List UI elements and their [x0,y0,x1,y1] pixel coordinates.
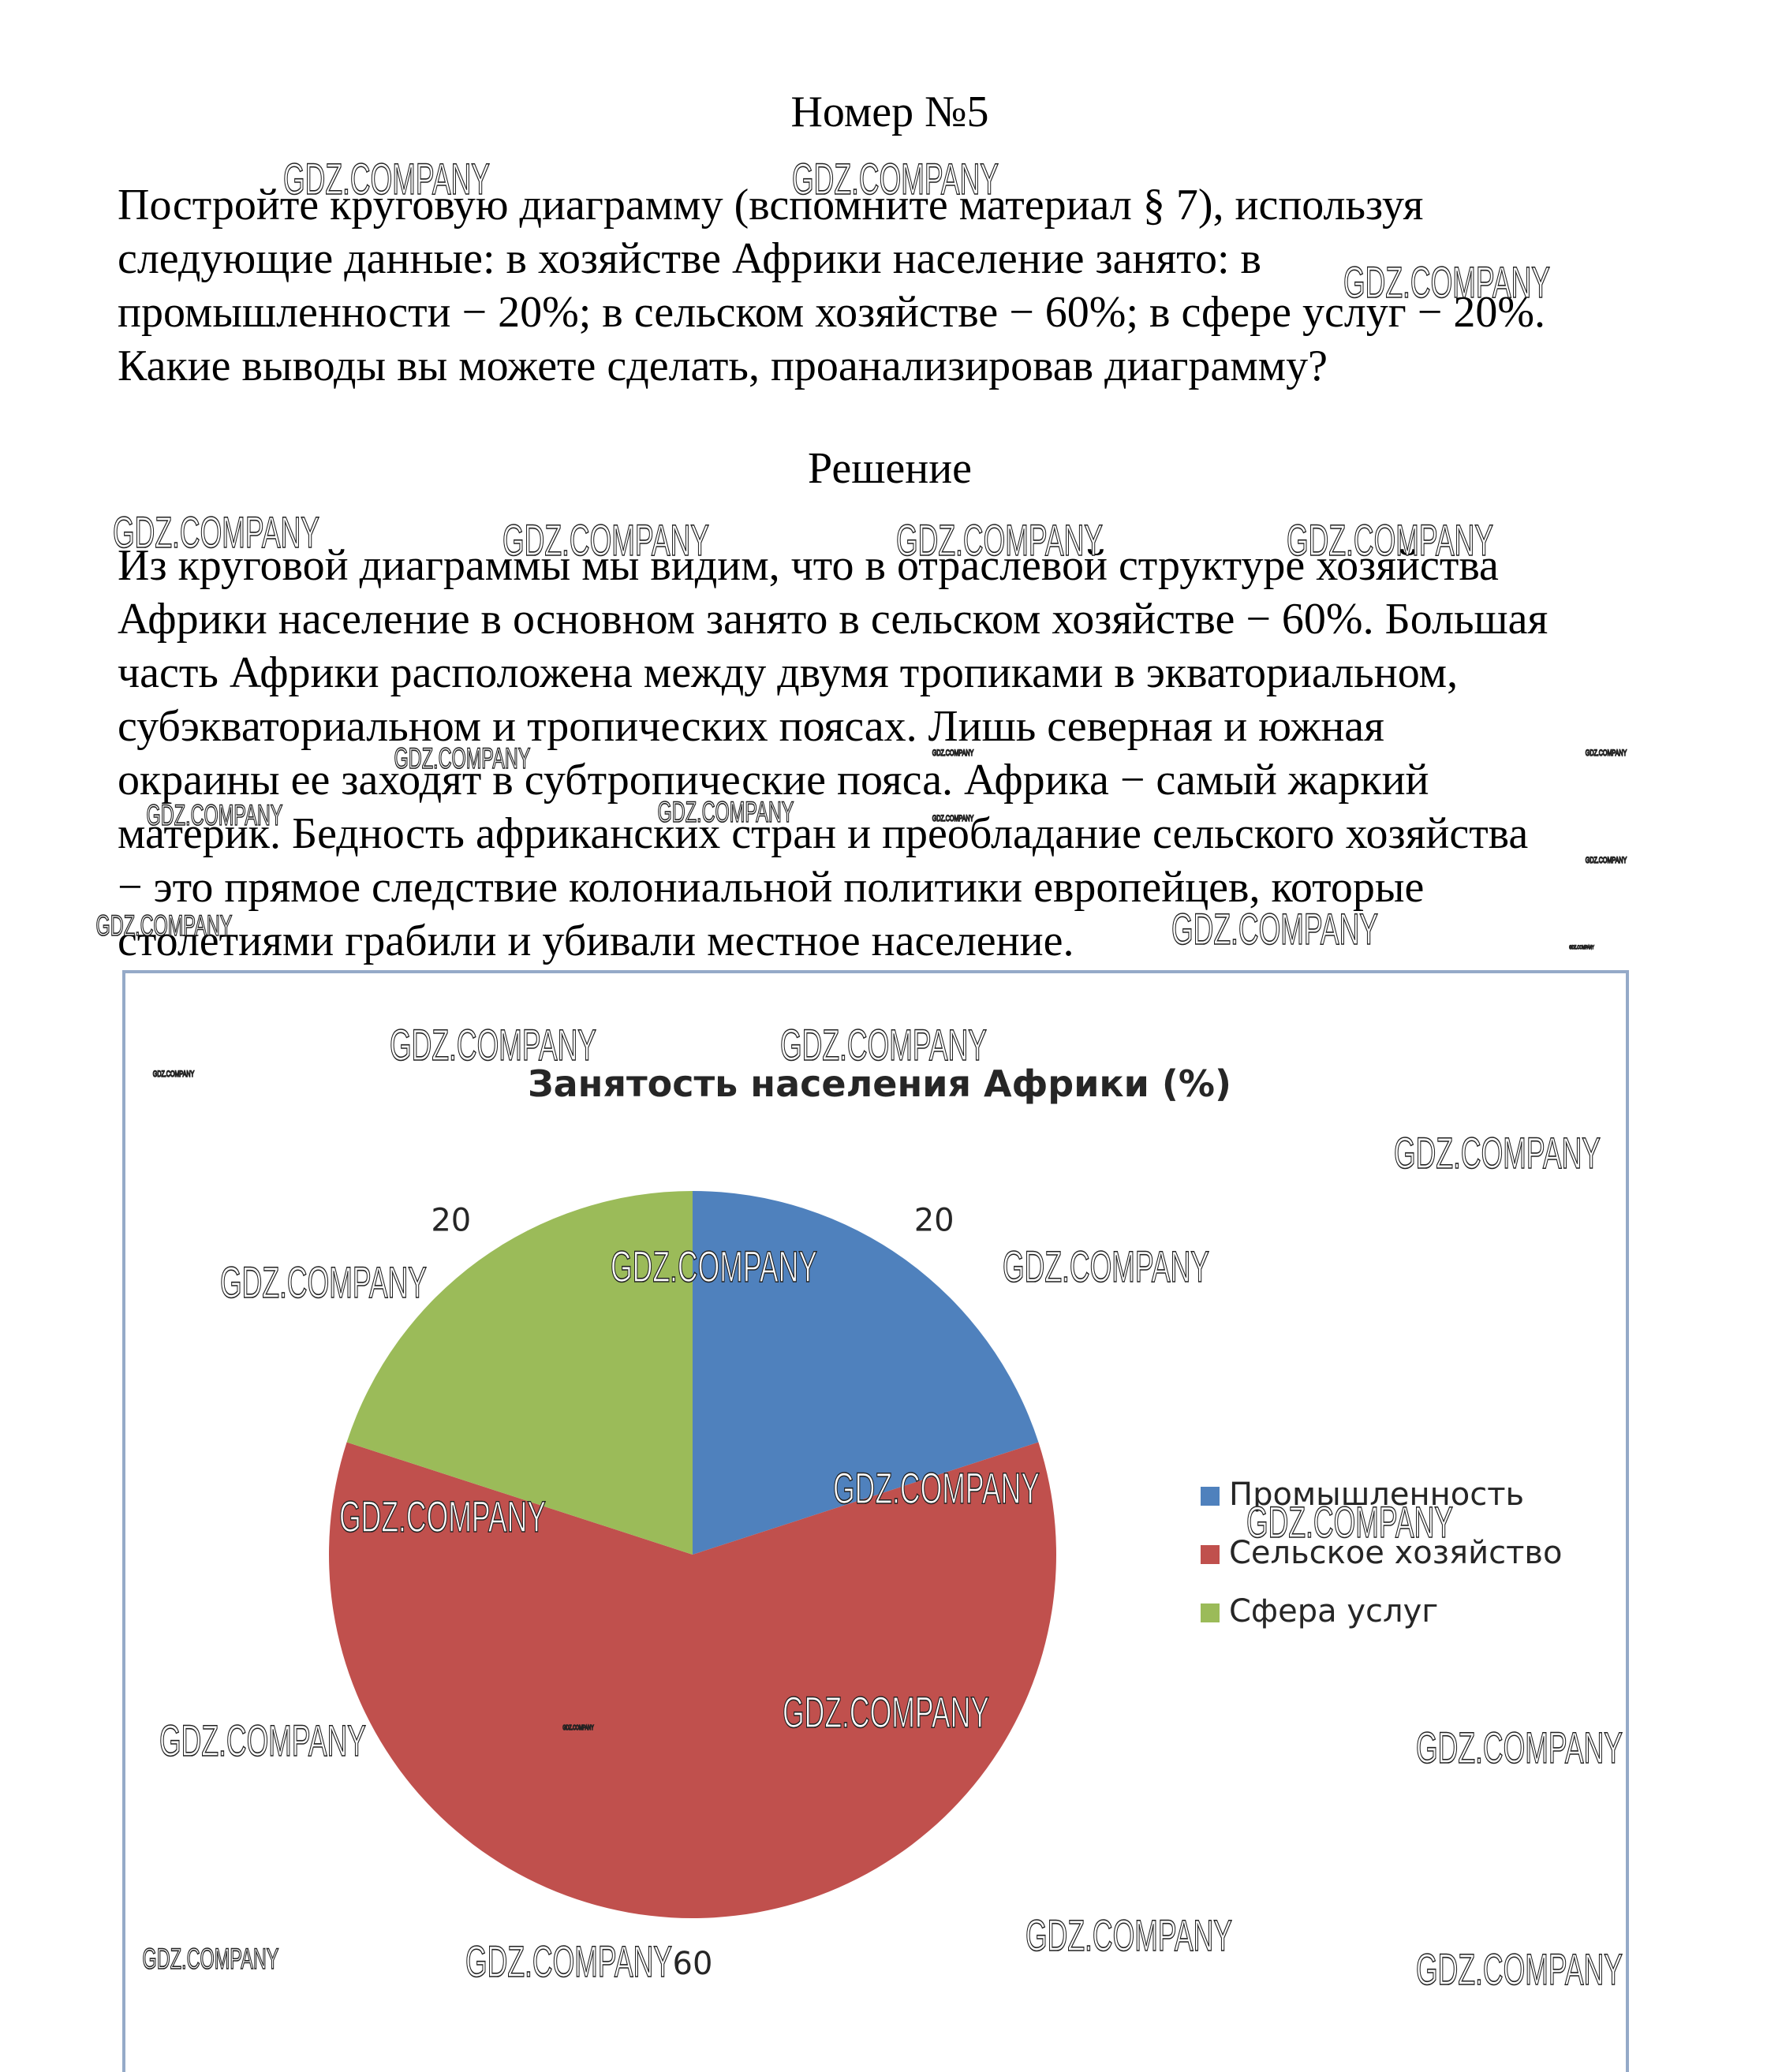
legend-label: Сельское хозяйство [1229,1535,1562,1571]
solution-line: часть Африки расположена между двумя тро… [118,648,1458,697]
watermark: GDZ.COMPANY [780,1020,987,1070]
watermark: GDZ.COMPANY [1287,515,1493,565]
solution-line: окраины ее заходят в субтропические пояс… [118,756,1429,805]
watermark: GDZ.COMPANY [220,1257,427,1307]
watermark: GDZ.COMPANY [1394,1128,1601,1178]
watermark: GDZ.COMPANY [1003,1241,1209,1291]
data-label: 20 [431,1203,471,1239]
legend-swatch [1201,1487,1220,1506]
problem-line: промышленности − 20%; в сельском хозяйст… [118,288,1545,337]
legend-label: Сфера услуг [1229,1593,1438,1630]
watermark: GDZ.COMPANY [1246,1497,1453,1547]
watermark: GDZ.COMPANY [465,1936,672,1986]
solution-line: Из круговой диаграммы мы видим, что в от… [118,541,1499,590]
watermark: GDZ.COMPANY [932,749,974,758]
legend-label: Промышленность [1229,1477,1524,1513]
watermark: GDZ.COMPANY [658,796,794,828]
legend-swatch [1201,1603,1220,1622]
pie-slice [346,1191,693,1555]
watermark: GDZ.COMPANY [153,1070,195,1079]
watermark: GDZ.COMPANY [1569,945,1594,950]
watermark: GDZ.COMPANY [113,507,319,557]
solution-line: столетиями грабили и убивали местное нас… [118,917,1074,965]
pie-slice [328,1442,1056,1919]
legend-swatch [1201,1545,1220,1564]
watermark: GDZ.COMPANY [159,1715,366,1765]
watermark: GDZ.COMPANY [1586,856,1627,865]
watermark: GDZ.COMPANY [1416,1723,1623,1772]
data-label: 20 [914,1203,954,1239]
solution-line: Африки население в основном занято в сел… [118,595,1548,644]
watermark: GDZ.COMPANY [1171,904,1378,954]
problem-line: Постройте круговую диаграмму (вспомните … [118,181,1423,230]
solution-title: Решение [808,444,972,493]
watermark: GDZ.COMPANY [390,1020,596,1070]
watermark: GDZ.COMPANY [283,154,490,203]
solution-line: субэкваториальном и тропических поясах. … [118,702,1384,751]
watermark: GDZ.COMPANY [1343,257,1550,307]
solution-line: материк. Бедность африканских стран и пр… [118,809,1528,858]
watermark: GDZ.COMPANY [792,154,999,203]
watermark: GDZ.COMPANY [96,909,233,942]
watermark: GDZ.COMPANY [833,1463,1040,1513]
watermark: GDZ.COMPANY [394,742,531,775]
watermark: GDZ.COMPANY [502,515,709,565]
chart-frame [122,970,1629,2072]
solution-line: − это прямое следствие колониальной поли… [118,863,1424,912]
watermark: GDZ.COMPANY [1025,1910,1232,1960]
problem-line: Какие выводы вы можете сделать, проанали… [118,342,1328,390]
watermark: GDZ.COMPANY [611,1241,817,1291]
chart-title: Занятость населения Африки (%) [528,1062,1231,1105]
page-title: Номер №5 [790,88,988,136]
watermark: GDZ.COMPANY [339,1491,546,1541]
watermark: GDZ.COMPANY [1416,1944,1623,1994]
data-label: 60 [673,1946,713,1982]
watermark: GDZ.COMPANY [562,1723,594,1731]
watermark: GDZ.COMPANY [932,814,974,823]
watermark: GDZ.COMPANY [896,515,1103,565]
watermark: GDZ.COMPANY [143,1943,279,1975]
pie-slice [693,1191,1039,1555]
watermark: GDZ.COMPANY [1586,749,1627,758]
watermark: GDZ.COMPANY [147,799,283,831]
watermark: GDZ.COMPANY [783,1687,989,1737]
problem-line: следующие данные: в хозяйстве Африки нас… [118,234,1261,283]
